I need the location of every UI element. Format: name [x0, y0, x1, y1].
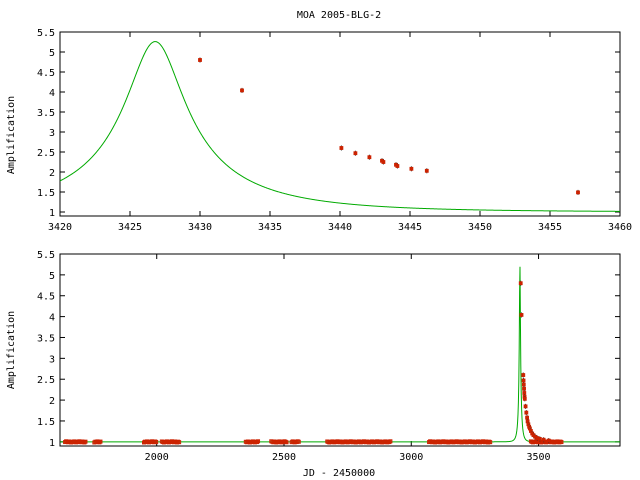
top-ticks: 1 1.5 2 2.5 3 3.5 4 4.5 5 5.5 3420 3425 3430 3435 3440…	[37, 28, 632, 233]
chart-title: MOA 2005-BLG-2	[297, 10, 381, 21]
bottom-x-tick-label: 3000	[399, 452, 423, 463]
top-x-tick-label: 3435	[258, 222, 282, 233]
bottom-y-tick-label: 2.5	[37, 375, 55, 386]
bottom-x-tick-label: 3500	[526, 452, 550, 463]
bottom-baseline-point	[284, 440, 289, 445]
top-data-point	[395, 164, 400, 168]
top-x-tick-label: 3455	[538, 222, 562, 233]
bottom-y-tick-label: 1	[49, 438, 55, 449]
bottom-data-point	[523, 404, 528, 409]
bottom-data-point	[521, 378, 526, 383]
bottom-y-tick-label: 1.5	[37, 417, 55, 428]
bottom-data-point	[522, 391, 527, 395]
bottom-data-point	[546, 438, 551, 443]
bottom-baseline-point	[256, 439, 261, 444]
top-x-tick-label: 3420	[48, 222, 72, 233]
bottom-data-point	[519, 313, 524, 317]
top-y-tick-label: 4	[49, 88, 55, 99]
bottom-x-tick-label: 2500	[272, 452, 296, 463]
bottom-y-tick-label: 2	[49, 396, 55, 407]
top-x-tick-label: 3445	[398, 222, 422, 233]
top-x-tick-label: 3460	[608, 222, 632, 233]
top-y-axis-label: Amplification	[6, 96, 17, 174]
bottom-baseline-point	[296, 439, 301, 444]
top-y-tick-label: 2.5	[37, 148, 55, 159]
top-x-tick-label: 3440	[328, 222, 352, 233]
bottom-data-point	[524, 410, 529, 415]
bottom-baseline-point	[177, 440, 182, 445]
top-data-point	[353, 151, 358, 156]
bottom-y-tick-label: 4.5	[37, 292, 55, 303]
bottom-data-point	[522, 396, 527, 401]
bottom-model-curve	[60, 266, 620, 443]
top-x-tick-label: 3430	[188, 222, 212, 233]
bottom-plot-frame	[59, 253, 621, 447]
top-data-point	[367, 155, 372, 160]
bottom-y-tick-label: 3.5	[37, 333, 55, 344]
bottom-data-point	[521, 382, 526, 387]
bottom-data-points	[63, 280, 564, 445]
top-data-point	[424, 168, 429, 173]
top-x-tick-label: 3450	[468, 222, 492, 233]
top-y-tick-label: 1.5	[37, 188, 55, 199]
bottom-x-axis-label: JD - 2450000	[303, 468, 375, 479]
bottom-baseline-point	[559, 440, 564, 445]
top-y-tick-label: 2	[49, 168, 55, 179]
top-data-point	[381, 160, 386, 164]
top-y-tick-label: 4.5	[37, 68, 55, 79]
top-y-tick-label: 1	[49, 208, 55, 219]
bottom-panel: Amplification JD - 2450000 1 1.5 2 2.5 3 3.5 4…	[6, 250, 621, 479]
top-data-point	[198, 58, 202, 62]
top-y-tick-label: 5	[49, 48, 55, 59]
bottom-y-tick-label: 3	[49, 354, 55, 365]
bottom-y-tick-label: 4	[49, 313, 55, 324]
bottom-data-point	[518, 281, 523, 286]
top-y-tick-label: 3	[49, 128, 55, 139]
bottom-baseline-point	[98, 439, 103, 444]
bottom-y-tick-label: 5	[49, 271, 55, 282]
top-panel: Amplification 1 1.5 2 2.5 3 3.5 4 4.5 5 5.5 3420 34…	[6, 28, 632, 233]
bottom-y-axis-label: Amplification	[6, 311, 17, 389]
top-y-tick-label: 3.5	[37, 108, 55, 119]
bottom-data-point	[541, 437, 546, 442]
top-data-point	[409, 166, 414, 171]
bottom-data-point	[525, 415, 529, 420]
top-data-points	[198, 57, 580, 195]
bottom-data-point	[537, 437, 542, 441]
top-data-point	[576, 190, 580, 195]
top-model-curve	[59, 41, 620, 212]
top-y-tick-label: 5.5	[37, 28, 55, 39]
top-x-tick-label: 3425	[118, 222, 142, 233]
bottom-baseline-point	[388, 439, 393, 444]
bottom-baseline-point	[154, 439, 159, 444]
bottom-baseline-point	[83, 439, 88, 444]
bottom-y-tick-label: 5.5	[37, 250, 55, 261]
bottom-ticks: 1 1.5 2 2.5 3 3.5 4 4.5 5 5.5 2000 2500 3000 3500	[37, 250, 620, 463]
bottom-data-point	[522, 386, 526, 391]
top-data-point	[339, 146, 344, 150]
bottom-baseline-point	[488, 440, 493, 445]
bottom-x-tick-label: 2000	[145, 452, 169, 463]
bottom-data-point	[521, 373, 526, 377]
top-data-point	[240, 88, 244, 93]
top-plot-frame	[59, 31, 621, 217]
